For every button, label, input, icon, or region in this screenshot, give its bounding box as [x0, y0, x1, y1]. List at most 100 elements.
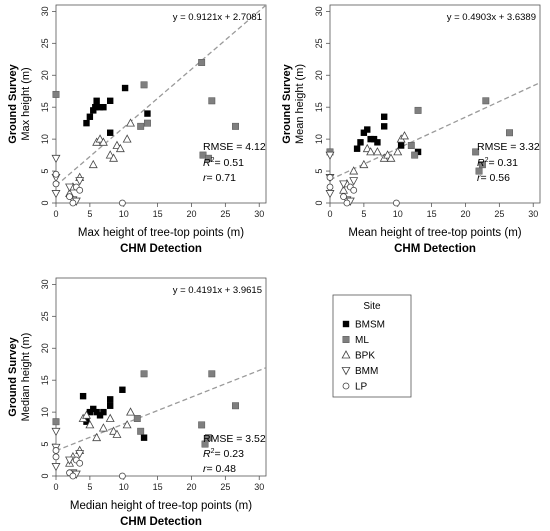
point-ml — [198, 421, 206, 429]
point-bmsm — [360, 129, 368, 136]
point-bmsm — [106, 402, 114, 409]
y-axis-title: Max height (m) — [20, 67, 32, 140]
r-squared-label: R2= 0.23 — [203, 448, 244, 460]
panel-median-height: 0 5 10 15 20 25 30 0 5 10 15 20 25 30 y = 0.4191x + 3… — [7, 277, 267, 528]
point-bmsm — [374, 139, 381, 146]
point-lp — [118, 472, 126, 480]
x-tick-label: 10 — [119, 482, 129, 492]
legend-label-bpk: BPK — [355, 351, 375, 362]
legend-label-ml: ML — [355, 335, 369, 346]
point-bmsm — [100, 103, 107, 111]
point-ml — [478, 161, 486, 169]
point-ml — [52, 418, 60, 426]
axis-ticks: 0 5 10 15 20 25 30 0 5 10 15 20 25 30 — [40, 279, 264, 492]
point-lp — [52, 180, 60, 188]
legend-label-bmm: BMM — [355, 366, 378, 377]
r-value: = 0.71 — [207, 172, 237, 184]
y-axis-title-bold: Ground Survey — [7, 336, 19, 416]
r-label: r= 0.71 — [203, 172, 236, 184]
point-ml — [208, 370, 216, 378]
y-axis-title-bold: Ground Survey — [281, 63, 293, 143]
point-bpk — [88, 159, 98, 169]
point-bmm — [51, 427, 61, 437]
series-ml — [52, 59, 239, 162]
point-lp — [76, 459, 84, 467]
point-ml — [472, 148, 480, 156]
point-bmsm — [364, 126, 371, 133]
y-tick-label: 10 — [40, 134, 50, 144]
point-ml — [198, 59, 206, 66]
x-tick-label: 10 — [119, 209, 129, 219]
legend-marker-bpk — [341, 350, 351, 359]
y-tick-label: 0 — [314, 200, 324, 205]
point-bmsm — [83, 119, 90, 127]
point-bpk — [349, 166, 359, 175]
legend-label-bmsm: BMSM — [355, 320, 385, 331]
point-lp — [118, 199, 126, 207]
point-bpk — [109, 153, 119, 162]
regression-equation: y = 0.9121x + 2.7081 — [173, 12, 262, 23]
r-squared-label: R2= 0.31 — [477, 157, 518, 169]
y-tick-label: 10 — [40, 407, 50, 417]
fit-line-group — [55, 4, 267, 187]
point-bmm — [339, 180, 349, 189]
legend-box — [332, 294, 412, 398]
r-squared-value: = 0.23 — [215, 448, 245, 460]
point-bpk — [126, 407, 135, 416]
point-bmsm — [106, 129, 114, 136]
axis-ticks: 0 5 10 15 20 25 30 0 5 10 15 20 25 30 — [314, 6, 538, 219]
point-ml — [232, 122, 239, 130]
y-tick-label: 20 — [40, 343, 50, 353]
fit-line-group — [55, 367, 267, 452]
y-tick-label: 25 — [40, 311, 50, 321]
panel-max-height: 0 5 10 15 20 25 30 0 5 10 15 20 25 30 y = 0.9121x + 2… — [7, 4, 267, 255]
point-bmsm — [96, 412, 104, 419]
legend-label-lp: LP — [355, 382, 368, 393]
legend-marker-lp — [342, 382, 350, 390]
point-bmsm — [100, 408, 107, 416]
legend-marker-bmsm — [342, 320, 350, 328]
x-tick-label: 0 — [53, 209, 58, 219]
rmse-label: RMSE = 4.12 — [203, 141, 266, 153]
point-bpk — [386, 153, 396, 162]
data-points — [51, 59, 239, 207]
point-bpk — [393, 147, 403, 156]
point-bpk — [105, 413, 115, 422]
point-bmsm — [380, 113, 388, 120]
point-lp — [69, 199, 77, 207]
x-axis-title-bold: CHM Detection — [120, 516, 202, 528]
point-bmsm — [90, 405, 97, 413]
y-tick-label: 30 — [314, 6, 324, 16]
series-lp — [326, 174, 400, 207]
legend-entries: BMSM ML BPK BMM LP — [341, 320, 385, 393]
point-lp — [326, 183, 334, 191]
r-squared-label: R2= 0.51 — [203, 157, 244, 169]
regression-line — [55, 4, 267, 187]
point-bmm — [349, 177, 359, 186]
x-tick-label: 25 — [220, 209, 230, 219]
point-ml — [204, 434, 212, 442]
point-bmsm — [367, 135, 374, 143]
x-tick-label: 0 — [53, 482, 58, 492]
y-tick-label: 5 — [40, 169, 50, 174]
x-tick-label: 20 — [186, 482, 196, 492]
x-tick-label: 20 — [186, 209, 196, 219]
data-points — [51, 370, 239, 480]
series-ml — [52, 370, 239, 448]
legend-marker-ml — [342, 336, 350, 343]
point-bpk — [115, 143, 125, 153]
y-tick-label: 0 — [40, 200, 50, 205]
point-bmsm — [86, 113, 94, 120]
x-tick-label: 30 — [254, 482, 264, 492]
plot-frame — [55, 277, 267, 477]
x-axis-title: Median height of tree-top points (m) — [70, 500, 252, 512]
r-value: = 0.56 — [481, 172, 511, 184]
series-lp — [52, 170, 126, 207]
point-ml — [506, 129, 513, 137]
point-lp — [340, 193, 347, 201]
point-ml — [144, 119, 151, 127]
point-ml — [232, 402, 239, 410]
point-bpk — [98, 423, 108, 432]
point-bmsm — [119, 386, 126, 393]
